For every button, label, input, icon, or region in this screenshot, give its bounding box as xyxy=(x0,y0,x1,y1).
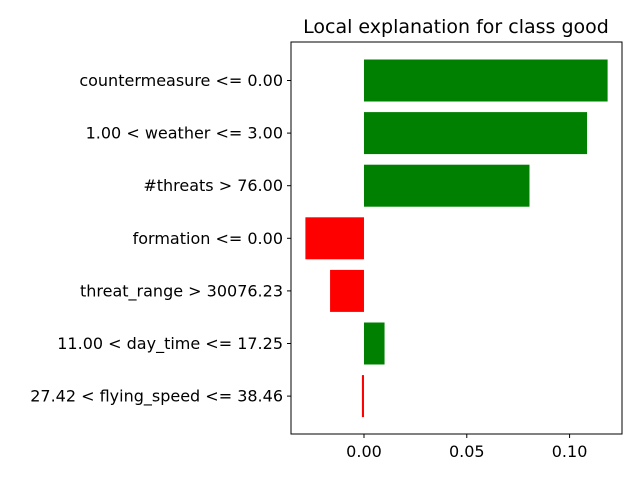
y-tick-label: 27.42 < flying_speed <= 38.46 xyxy=(30,387,283,407)
bar xyxy=(363,164,530,207)
bar xyxy=(363,322,385,365)
bar xyxy=(363,59,608,102)
x-tick-label: 0.05 xyxy=(449,442,485,461)
x-tick-label: 0.10 xyxy=(552,442,588,461)
x-tick-label: 0.00 xyxy=(346,442,382,461)
bar xyxy=(361,375,364,418)
y-tick-label: #threats > 76.00 xyxy=(143,176,283,195)
y-tick-label: 11.00 < day_time <= 17.25 xyxy=(57,334,283,354)
bar xyxy=(330,269,364,312)
plot-frame xyxy=(290,41,623,435)
x-ticks: 0.00 0.05 0.10 xyxy=(346,434,587,461)
chart-title: Local explanation for class good xyxy=(303,16,609,38)
y-tick-label: 1.00 < weather <= 3.00 xyxy=(86,124,283,143)
bar xyxy=(305,217,364,260)
y-tick-label: countermeasure <= 0.00 xyxy=(79,71,283,90)
y-tick-label: threat_range > 30076.23 xyxy=(80,281,283,301)
bars-group xyxy=(305,59,608,418)
bar xyxy=(363,112,588,155)
y-tick-labels: countermeasure <= 0.00 1.00 < weather <= … xyxy=(30,71,291,407)
y-tick-label: formation <= 0.00 xyxy=(133,229,283,248)
